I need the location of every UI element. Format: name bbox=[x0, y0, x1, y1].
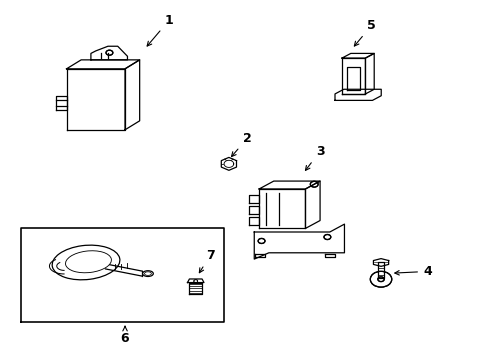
Circle shape bbox=[369, 271, 391, 287]
Circle shape bbox=[310, 181, 318, 187]
Ellipse shape bbox=[144, 272, 151, 275]
Circle shape bbox=[377, 277, 384, 282]
Text: 5: 5 bbox=[354, 19, 375, 46]
Text: 6: 6 bbox=[121, 326, 129, 345]
Ellipse shape bbox=[142, 271, 153, 276]
Circle shape bbox=[193, 280, 197, 283]
Text: 1: 1 bbox=[147, 14, 173, 46]
Ellipse shape bbox=[65, 251, 111, 273]
Circle shape bbox=[324, 234, 330, 239]
Text: 3: 3 bbox=[305, 145, 324, 170]
Text: 7: 7 bbox=[199, 249, 214, 273]
Circle shape bbox=[106, 50, 113, 55]
Text: 4: 4 bbox=[394, 265, 431, 278]
Circle shape bbox=[258, 238, 264, 243]
Ellipse shape bbox=[52, 245, 120, 280]
Text: 2: 2 bbox=[231, 132, 251, 157]
